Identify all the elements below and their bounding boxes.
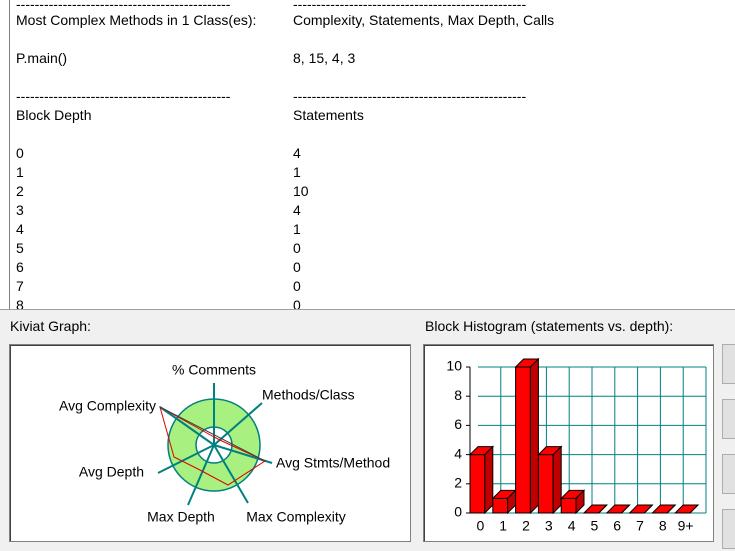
button[interactable] [722, 454, 735, 494]
depth-heading: Block Depth [16, 107, 92, 123]
x-tick-label: 7 [636, 518, 644, 534]
statements-cell: 1 [293, 221, 301, 237]
statements-cell: 0 [293, 278, 301, 294]
depth-cell: 5 [16, 240, 24, 256]
x-tick-label: 1 [499, 518, 507, 534]
bar-side [598, 504, 608, 514]
statements-cell: 0 [293, 297, 301, 310]
method-name: P.main() [16, 50, 68, 66]
depth-cell: 2 [16, 183, 24, 199]
statements-cell: 0 [293, 240, 301, 256]
bar [469, 454, 486, 514]
depth-cell: 4 [16, 221, 24, 237]
methods-heading: Most Complex Methods in 1 Class(es): [16, 12, 257, 28]
y-tick-label: 2 [454, 475, 462, 491]
y-tick-label: 8 [454, 387, 462, 403]
kiviat-axis-label: Max Complexity [246, 509, 346, 525]
kiviat-box: % Comments Methods/Class Avg Stmts/Method M… [9, 344, 411, 542]
y-tick-label: 10 [446, 358, 462, 374]
bar-side [575, 489, 585, 515]
y-tick-label: 4 [454, 445, 462, 461]
kiviat-graph: % Comments Methods/Class Avg Stmts/Method M… [59, 362, 390, 525]
statements-cell: 10 [293, 183, 309, 199]
statements-cell: 4 [293, 145, 301, 161]
kiviat-axis-label: Avg Stmts/Method [276, 455, 390, 471]
bar [537, 454, 554, 514]
kiviat-axis-label: Max Depth [147, 509, 215, 525]
x-tick-label: 0 [477, 518, 485, 534]
bar [492, 497, 509, 514]
method-values: 8, 15, 4, 3 [293, 50, 356, 66]
y-tick-label: 6 [454, 416, 462, 432]
bar [560, 497, 577, 514]
statements-heading: Statements [293, 107, 364, 123]
depth-cell: 8 [16, 297, 24, 310]
bar-side [552, 445, 562, 515]
depth-cell: 1 [16, 164, 24, 180]
methods-columns: Complexity, Statements, Max Depth, Calls [293, 12, 555, 28]
x-tick-label: 2 [522, 518, 530, 534]
x-tick-label: 6 [613, 518, 621, 534]
button[interactable] [722, 399, 735, 439]
statements-cell: 4 [293, 202, 301, 218]
statements-cell: 0 [293, 259, 301, 275]
pane-edge [9, 0, 10, 309]
divider: ----------------------------------------… [16, 0, 231, 12]
depth-cell: 3 [16, 202, 24, 218]
depth-cell: 0 [16, 145, 24, 161]
x-tick-label: 4 [568, 518, 576, 534]
x-tick-label: 5 [591, 518, 599, 534]
divider: ----------------------------------------… [293, 88, 527, 104]
kiviat-axis-label: Methods/Class [262, 387, 355, 403]
x-tick-label: 8 [659, 518, 667, 534]
kiviat-title: Kiviat Graph: [10, 318, 91, 334]
x-tick-label: 9+ [678, 518, 694, 534]
histogram-title: Block Histogram (statements vs. depth): [425, 318, 674, 334]
bar-side [621, 504, 630, 514]
divider: ----------------------------------------… [293, 0, 527, 12]
report-pane: ----------------------------------------… [0, 0, 735, 310]
bar-side [689, 504, 699, 514]
bar [515, 366, 531, 514]
kiviat-axis-label: Avg Depth [79, 464, 144, 480]
button[interactable] [722, 344, 735, 384]
depth-cell: 6 [16, 259, 24, 275]
bar-side [529, 357, 539, 515]
statements-cell: 1 [293, 164, 301, 180]
x-tick-label: 3 [545, 518, 553, 534]
depth-cell: 7 [16, 278, 24, 294]
kiviat-axis-label: Avg Complexity [59, 398, 156, 414]
bar-top [628, 504, 654, 514]
bar-side [484, 445, 494, 515]
divider: ----------------------------------------… [16, 88, 231, 104]
kiviat-axis-label: % Comments [172, 362, 256, 378]
button[interactable] [722, 509, 735, 549]
bar-top [651, 504, 677, 514]
y-tick-label: 0 [454, 504, 462, 520]
histogram-box: 0 2 4 6 8 10 0 1 2 3 4 5 6 7 8 9+ [423, 344, 714, 542]
